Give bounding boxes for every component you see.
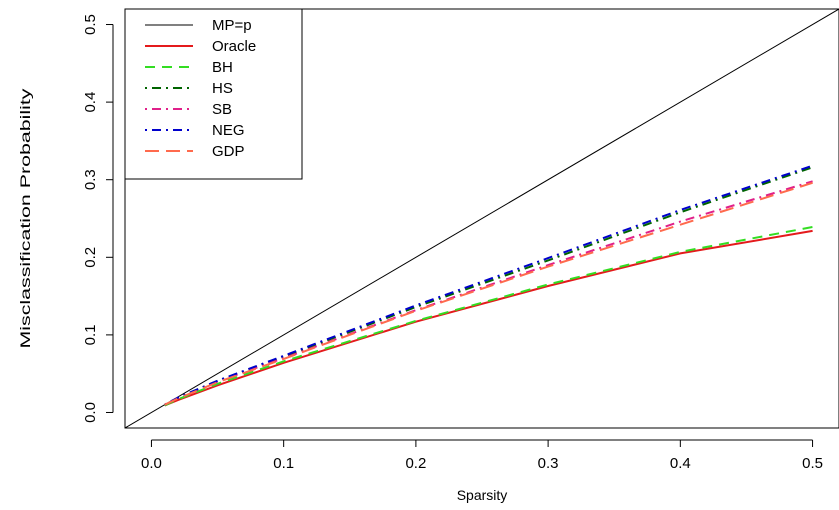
y-tick-label: 0.5 (82, 14, 99, 35)
x-axis: 0.0 0.1 0.2 0.3 0.4 0.5 (141, 439, 823, 472)
series-line-gdp (164, 181, 813, 406)
legend-label-sb: SB (212, 101, 232, 118)
series-lines (125, 9, 839, 428)
legend-label-mp-p: MP=p (212, 17, 252, 34)
x-tick-label: 0.2 (405, 455, 426, 472)
y-tick-label: 0.4 (82, 92, 99, 113)
x-tick-label: 0.1 (273, 455, 294, 472)
y-axis-title: Misclassification Probability (17, 89, 33, 349)
y-tick-label: 0.2 (82, 247, 99, 268)
y-tick-label: 0.3 (82, 169, 99, 190)
legend: MP=p Oracle BH HS SB NEG GDP (124, 8, 303, 180)
legend-label-bh: BH (212, 59, 233, 76)
x-axis-title: Sparsity (457, 487, 508, 503)
legend-label-neg: NEG (212, 122, 245, 139)
plot-frame (124, 8, 839, 429)
y-tick-label: 0.1 (82, 324, 99, 345)
y-axis: 0.0 0.1 0.2 0.3 0.4 0.5 (82, 14, 114, 423)
x-tick-label: 0.3 (538, 455, 559, 472)
y-tick-label: 0.0 (82, 402, 99, 423)
series-line-oracle (164, 229, 813, 407)
x-tick-label: 0.5 (802, 455, 823, 472)
series-line-bh (164, 226, 813, 407)
legend-label-hs: HS (212, 80, 233, 97)
legend-label-oracle: Oracle (212, 38, 256, 55)
x-tick-label: 0.4 (670, 455, 691, 472)
series-line-mp-p (125, 9, 839, 428)
x-tick-label: 0.0 (141, 455, 162, 472)
legend-label-gdp: GDP (212, 143, 245, 160)
